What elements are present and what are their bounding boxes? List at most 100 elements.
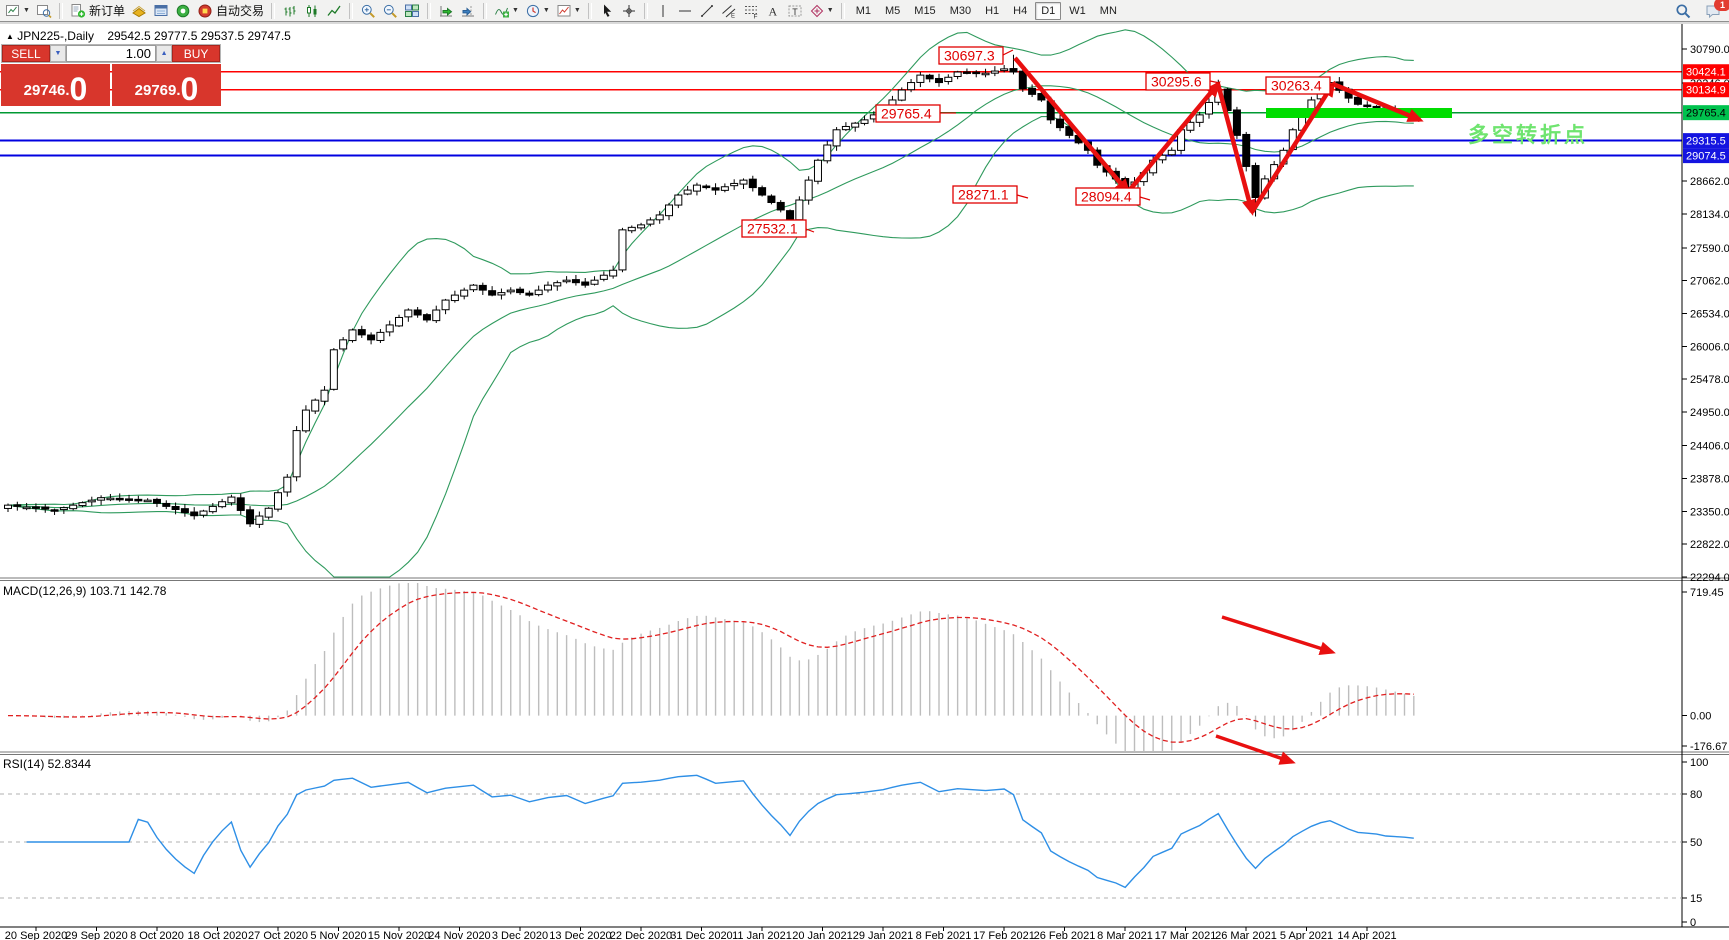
line-mode-button[interactable]: [323, 1, 345, 21]
sell-button[interactable]: SELL: [2, 45, 50, 62]
navigator-button[interactable]: [172, 1, 194, 21]
date-tick-label: 20 Sep 2020: [5, 930, 67, 940]
trend-arrow[interactable]: [1013, 56, 1131, 196]
zoom-in-button[interactable]: [357, 1, 379, 21]
timeframe-h4-button[interactable]: H4: [1013, 4, 1028, 17]
timeframe-m5-button[interactable]: M5: [885, 4, 901, 17]
buy-price-box[interactable]: 29769. 0: [112, 64, 221, 106]
text-tool-button[interactable]: A: [762, 1, 784, 21]
candle-body: [162, 502, 171, 507]
price-label[interactable]: 30295.6: [1145, 72, 1221, 91]
price-label[interactable]: 30697.3: [938, 46, 1014, 65]
zoom-out-button[interactable]: [379, 1, 401, 21]
bar-chart-icon: [284, 5, 296, 16]
volume-input[interactable]: [66, 45, 156, 62]
price-label[interactable]: 30263.4: [1265, 76, 1334, 95]
shapes-tool-button[interactable]: ▼: [806, 1, 837, 21]
timeframe-m30-button[interactable]: M30: [949, 4, 972, 17]
new-order-button[interactable]: 新订单: [67, 1, 128, 21]
trend-arrow[interactable]: [1332, 81, 1424, 123]
macd-trend-arrow[interactable]: [1221, 615, 1336, 656]
sell-price-box[interactable]: 29746. 0: [1, 64, 110, 106]
notification-badge: 1: [1714, 0, 1729, 11]
candle-body: [4, 504, 12, 509]
price-label[interactable]: 29765.4: [875, 104, 956, 123]
bar-chart-mode-button[interactable]: [279, 1, 301, 21]
date-tick-label: 8 Mar 2021: [1097, 930, 1153, 940]
tile-windows-button[interactable]: [401, 1, 423, 21]
timeframe-mn-button[interactable]: MN: [1099, 4, 1117, 17]
candle-body: [50, 509, 59, 512]
price-label[interactable]: 27532.1: [741, 219, 815, 238]
candle-body: [357, 329, 366, 336]
candle-body: [1009, 68, 1018, 73]
candle-body: [851, 122, 860, 128]
timeframe-w1-button[interactable]: W1: [1069, 4, 1086, 17]
trend-arrow[interactable]: [1215, 83, 1256, 216]
candle-body: [581, 281, 590, 286]
toolbar-button-label: 自动交易: [215, 4, 264, 18]
candle-body: [236, 497, 245, 511]
timeframe-h1-button[interactable]: H1: [985, 4, 1000, 17]
highlight-zone-bar[interactable]: [1266, 108, 1452, 118]
market-watch-button[interactable]: [128, 1, 150, 21]
toolbar-separator: [840, 2, 845, 19]
candle-body: [944, 76, 953, 83]
macd-scale-label: -176.67: [1690, 741, 1727, 753]
auto-scroll-icon: [439, 5, 453, 16]
candle-body: [87, 499, 96, 503]
candle-body: [376, 331, 385, 341]
auto-scroll-button[interactable]: [435, 1, 457, 21]
periods-button[interactable]: ▼: [522, 1, 553, 21]
search-button[interactable]: [1672, 1, 1694, 21]
shapes-icon: [810, 4, 823, 17]
tile-windows-icon: [404, 4, 419, 17]
candle-body: [506, 289, 515, 293]
timeframe-m15-button[interactable]: M15: [914, 4, 936, 17]
price-tick-label: 27590.0: [1690, 243, 1729, 255]
chinese-annotation[interactable]: 多空转折点: [1468, 124, 1588, 147]
horizontal-line-tool-button[interactable]: [674, 1, 696, 21]
vertical-line-tool-button[interactable]: [652, 1, 674, 21]
label-tool-button[interactable]: T: [784, 1, 806, 21]
price-label[interactable]: 28271.1: [952, 185, 1029, 204]
buy-button[interactable]: BUY: [172, 45, 220, 62]
auto-trading-button[interactable]: 自动交易: [194, 1, 267, 21]
channel-tool-button[interactable]: E: [718, 1, 740, 21]
price-label[interactable]: 28094.4: [1075, 187, 1151, 206]
indicators-button[interactable]: ▼: [491, 1, 522, 21]
candle-mode-button[interactable]: [301, 1, 323, 21]
volume-decrease-button[interactable]: ▼: [49, 45, 66, 62]
fibonacci-tool-button[interactable]: F: [740, 1, 762, 21]
volume-increase-button[interactable]: ▲: [156, 45, 173, 62]
candle-body: [199, 510, 208, 516]
collapse-panel-icon[interactable]: ▲: [6, 32, 14, 41]
data-window-button[interactable]: [150, 1, 172, 21]
chart-shift-button[interactable]: [457, 1, 479, 21]
cursor-tool-button[interactable]: [596, 1, 618, 21]
timeframe-d1-button[interactable]: D1: [1035, 1, 1062, 20]
candle-body: [1242, 133, 1251, 167]
trend-arrow[interactable]: [1250, 80, 1336, 214]
candles: [4, 54, 1418, 528]
new-order-icon: [71, 3, 86, 18]
trendline-tool-button[interactable]: [696, 1, 718, 21]
crosshair-tool-button[interactable]: [618, 1, 640, 21]
data-window-icon: [154, 4, 168, 16]
timeframe-m1-button[interactable]: M1: [855, 4, 871, 17]
candle-body: [1028, 87, 1037, 95]
profiles-button[interactable]: [33, 1, 55, 21]
templates-button[interactable]: ▼: [553, 1, 584, 21]
candle-body: [813, 159, 822, 182]
candle-body: [981, 72, 990, 76]
rsi-trend-arrow[interactable]: [1215, 734, 1296, 765]
trend-arrow[interactable]: [1126, 80, 1221, 194]
notifications-button[interactable]: 1: [1702, 0, 1729, 21]
candle-body: [497, 292, 506, 296]
toolbar-separator: [482, 2, 487, 19]
new-chart-button[interactable]: ▼: [2, 1, 33, 21]
candle-body: [962, 71, 971, 74]
text-icon: A: [768, 4, 777, 18]
